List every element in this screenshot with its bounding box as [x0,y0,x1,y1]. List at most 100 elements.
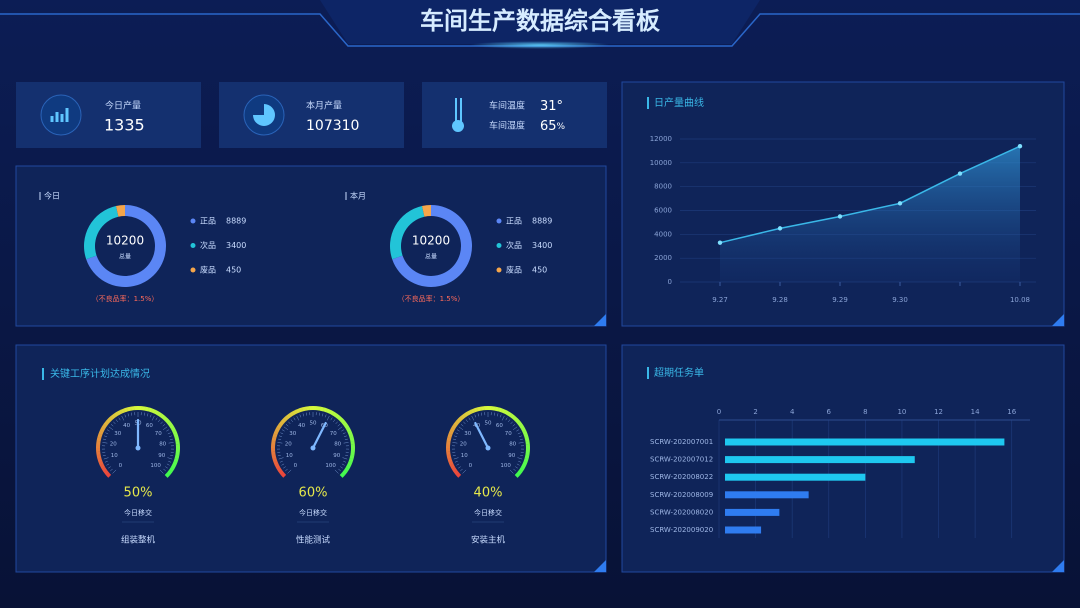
gauge-arc [169,466,175,473]
gauge-minor-tick [159,469,164,474]
gauge-minor-tick [337,426,343,430]
gauge-arc [96,436,102,442]
gauge-arc [170,427,177,433]
donut-segment [421,205,431,217]
gauge-minor-tick [279,435,283,438]
gauge-minor-tick [452,442,458,444]
gauge-arc [117,409,123,416]
gauge-arc [273,460,279,466]
gauge-arc [283,415,289,422]
gauge-minor-tick [108,426,114,430]
annotation: （不良品率：1.5%） [92,294,159,303]
y-tick-label: SCRW-202007001 [650,438,713,446]
kpi-value: 1335 [104,116,145,135]
gauge-arc [514,472,521,478]
y-tick-label: 2000 [654,254,672,262]
gauge-minor-tick [513,468,516,472]
gauge-arc [97,433,103,439]
env-value: 31° [540,99,563,114]
gauge-minor-tick [343,435,347,438]
gauge-arc [98,430,104,436]
gauge-arc [174,454,180,460]
gauge-arc [173,457,179,463]
gauge-minor-tick [512,426,518,430]
gauge-arc [345,427,352,433]
gauge-minor-tick [501,415,505,421]
gauge-minor-tick [468,417,471,421]
gauge-arc [172,460,178,466]
gauge-arc [103,420,110,427]
gauge-tick-label: 80 [334,442,341,448]
gauge-arc [517,421,523,427]
gauge-tick-label: 90 [508,453,515,459]
legend-dot [190,267,196,273]
gauge-arc [463,411,470,417]
x-tick-label: 9.28 [772,296,788,304]
gauge-minor-tick [343,442,349,444]
panel-title: 今日 [44,191,60,201]
gauge-arc [347,430,353,436]
gauge-minor-tick [462,469,467,474]
gauge-minor-tick [460,468,463,472]
gauge-minor-tick [143,412,145,416]
gauge-arc [271,454,277,459]
gauge-minor-tick [158,419,161,423]
gauge-minor-tick [283,466,286,469]
gauge-arc [97,457,103,463]
gauge-minor-tick [341,463,345,466]
gauge-arc [170,464,177,470]
gauge-minor-tick [167,432,171,435]
gauge-minor-tick [124,414,127,418]
gauge-arc [348,433,354,439]
page-title: 车间生产数据综合看板 [420,7,661,35]
gauge-tick-label: 0 [119,463,123,469]
gauge-minor-tick [456,429,460,432]
line-point [837,214,843,219]
kpi-label: 本月产量 [306,100,342,112]
gauge-minor-tick [168,460,172,463]
gauge-minor-tick [165,466,168,469]
gauge-minor-tick [465,419,468,423]
gauge-minor-tick [102,454,106,457]
gauge-arc [470,408,476,414]
gauge-tick-label: 100 [150,463,161,469]
y-tick-label: 0 [668,278,672,286]
gauge-arc [337,415,343,422]
gauge-arc [449,426,456,432]
gauge-minor-tick [112,469,117,474]
gauge-arc [272,433,278,439]
gauge-minor-tick [454,435,458,438]
legend-value: 3400 [532,241,552,250]
gauge-minor-tick [517,432,521,435]
gauge-minor-tick [481,412,483,416]
x-tick-label: 8 [863,408,867,416]
x-tick-label: 14 [971,408,980,416]
kpi-label: 今日产量 [105,100,141,112]
gauge-minor-tick [168,435,172,438]
gauge-needle [474,421,490,450]
gauge-arc [127,406,132,412]
gauge-arc [339,472,346,478]
gauge-minor-tick [516,463,520,466]
title-marker [42,97,649,380]
panel-title: 超期任务单 [654,366,704,379]
gauge-arc [288,411,295,417]
gauge-minor-tick [474,414,477,418]
gauge-arc [103,469,109,475]
gauge-minor-tick [458,466,461,469]
gauge-tick-label: 0 [294,463,298,469]
gauge-minor-tick [121,415,125,421]
gauge-minor-tick [170,454,174,457]
legend-dot [496,267,502,273]
gauge-arc [325,408,331,414]
gauge-name: 性能测试 [296,535,331,546]
gauge-arc [461,413,467,419]
gauge-minor-tick [279,460,283,463]
gauge-arc [467,409,473,416]
gauge-minor-tick [321,413,324,417]
env-number: 65 [540,119,557,134]
gauge-minor-tick [155,417,158,421]
gauge-minor-tick [456,463,460,466]
gauge-arc [101,466,107,473]
gauge-minor-tick [277,442,283,444]
